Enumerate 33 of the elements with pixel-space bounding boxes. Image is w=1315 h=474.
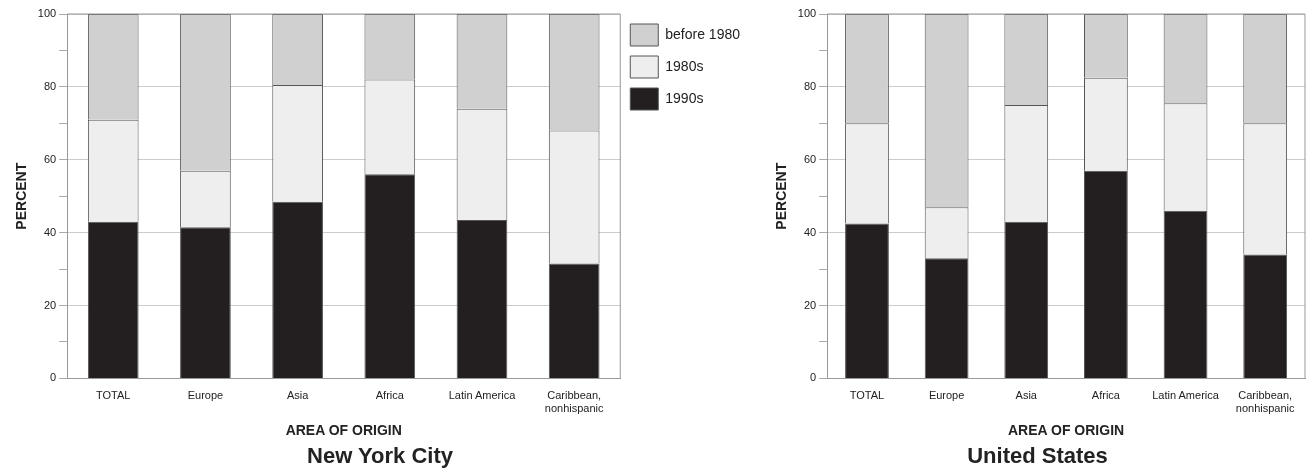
x-axis-title: AREA OF ORIGIN <box>285 422 402 439</box>
y-tick-label: 40 <box>43 225 57 238</box>
x-tick-label: Europe <box>928 389 965 402</box>
x-tick-label: TOTAL <box>849 389 885 402</box>
legend-label: before 1980 <box>665 25 741 42</box>
y-tick-label: 60 <box>43 152 57 165</box>
x-tick-label: Caribbean, nonhispanic <box>544 389 605 415</box>
y-tick-label: 80 <box>43 79 57 92</box>
y-tick-label: 80 <box>803 79 817 92</box>
text: New York City <box>307 442 454 468</box>
x-tick-label: Caribbean, nonhispanic <box>1235 389 1296 415</box>
y-tick-label: 20 <box>803 298 817 311</box>
y-axis-title: PERCENT <box>13 162 30 230</box>
x-tick-label: Africa <box>375 389 405 402</box>
text: United States <box>967 442 1108 468</box>
x-tick-label: Africa <box>1091 389 1121 402</box>
x-tick-label: Latin America <box>1152 389 1220 402</box>
x-tick-label: TOTAL <box>96 389 131 402</box>
x-tick-label: Europe <box>187 389 224 402</box>
legend-label: 1980s <box>665 57 704 74</box>
y-tick-label: 60 <box>803 152 817 165</box>
y-tick-label: 0 <box>810 371 817 384</box>
x-axis-title: AREA OF ORIGIN <box>1008 422 1125 439</box>
y-axis-title: PERCENT <box>773 162 790 230</box>
x-tick-label: Asia <box>286 389 310 402</box>
x-tick-label: Latin America <box>448 389 517 402</box>
y-tick-label: 20 <box>43 298 57 311</box>
y-tick-label: 100 <box>797 7 817 20</box>
y-tick-label: 0 <box>50 371 57 384</box>
y-tick-label: 40 <box>803 225 817 238</box>
legend-label: 1990s <box>665 89 704 106</box>
y-tick-label: 100 <box>37 7 57 20</box>
x-tick-label: Asia <box>1015 389 1038 402</box>
